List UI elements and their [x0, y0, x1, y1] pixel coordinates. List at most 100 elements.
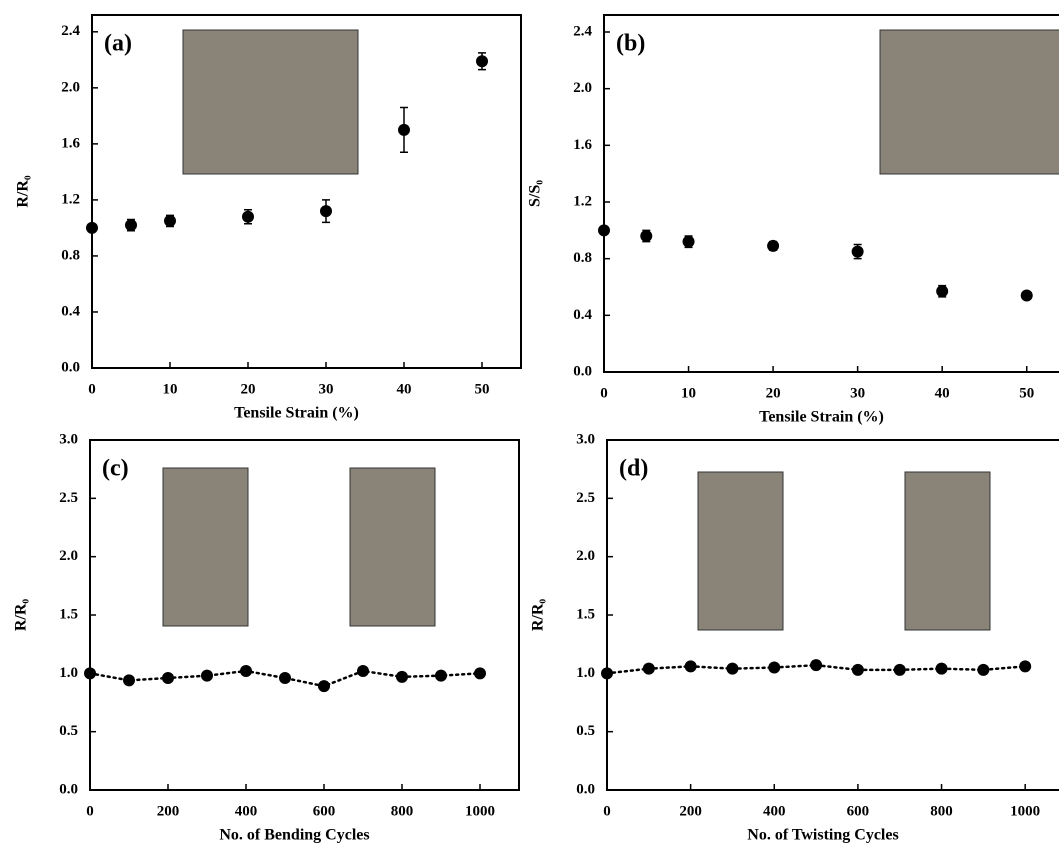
x-axis-label: No. of Twisting Cycles [747, 827, 898, 844]
data-point [640, 230, 653, 242]
x-tick-label: 10 [681, 385, 696, 401]
y-tick-label: 2.0 [61, 79, 80, 95]
data-point [893, 663, 906, 676]
data-point [164, 214, 176, 227]
y-tick-label: 0.4 [61, 303, 80, 319]
panel-label: (d) [619, 456, 648, 482]
data-point [125, 219, 137, 232]
data-point [279, 672, 291, 684]
data-point [398, 123, 410, 136]
plot-frame [603, 14, 1059, 373]
y-tick-label: 1.2 [573, 193, 592, 209]
data-point [320, 205, 332, 218]
y-tick-label: 0.0 [576, 781, 595, 797]
x-tick-label: 400 [763, 803, 786, 819]
y-tick-label: 2.5 [59, 490, 78, 506]
inset-photo [879, 29, 1059, 175]
y-tick-label: 2.0 [576, 548, 595, 564]
data-point [1020, 289, 1033, 302]
data-point [598, 224, 610, 237]
y-tick-label: 1.0 [59, 665, 78, 681]
y-tick-label: 1.6 [61, 135, 80, 151]
y-tick-label: 1.2 [61, 191, 80, 207]
y-tick-label: 0.0 [573, 363, 592, 379]
x-tick-label: 800 [391, 803, 414, 819]
x-tick-label: 200 [157, 803, 180, 819]
y-tick-label: 2.4 [573, 23, 592, 39]
panel: 0.0 0.4 0.8 1.2 1.6 2.0 2.4 0 10 20 30 40 50 Tensile … [15, 14, 522, 422]
x-tick-label: 600 [847, 803, 870, 819]
y-tick-label: 2.0 [59, 548, 78, 564]
y-axis-label: R/R₀ [15, 175, 32, 208]
data-point [84, 667, 96, 680]
x-tick-label: 0 [88, 381, 96, 397]
x-axis-label: Tensile Strain (%) [234, 405, 359, 422]
y-tick-label: 0.5 [59, 723, 78, 739]
inset-photo [182, 29, 359, 175]
data-point [682, 235, 695, 248]
inset-photo [162, 467, 249, 627]
data-point [936, 285, 949, 298]
data-point [601, 667, 613, 680]
x-tick-label: 0 [86, 803, 94, 819]
y-axis-label: R/R₀ [13, 599, 30, 632]
y-tick-label: 0.0 [61, 359, 80, 375]
x-tick-label: 30 [319, 381, 334, 397]
y-tick-label: 0.0 [59, 781, 78, 797]
trend-line [88, 669, 482, 688]
x-tick-label: 50 [1019, 385, 1034, 401]
x-tick-label: 200 [679, 803, 702, 819]
y-tick-label: 2.5 [576, 490, 595, 506]
x-tick-label: 400 [235, 803, 258, 819]
y-tick-label: 1.0 [576, 665, 595, 681]
x-tick-label: 40 [397, 381, 412, 397]
y-tick-label: 3.0 [576, 431, 595, 447]
data-point [242, 210, 254, 223]
plot-frame [89, 439, 520, 791]
x-tick-label: 50 [475, 381, 490, 397]
inset-photo [349, 467, 436, 627]
x-axis-label: No. of Bending Cycles [219, 827, 369, 844]
panel-label: (b) [616, 31, 645, 57]
data-point [123, 674, 135, 687]
y-tick-label: 1.5 [59, 606, 78, 622]
data-point [810, 659, 823, 672]
data-point [86, 221, 98, 234]
x-tick-label: 40 [935, 385, 950, 401]
panel: 0.0 0.5 1.0 1.5 2.0 2.5 3.0 0 200 400 600 800 1000 No… [530, 431, 1059, 844]
plot-frame [91, 14, 522, 369]
data-point [935, 662, 948, 675]
panel-label: (c) [102, 456, 129, 482]
x-tick-label: 0 [600, 385, 608, 401]
y-tick-label: 2.4 [61, 23, 80, 39]
y-tick-label: 0.5 [576, 723, 595, 739]
data-point [851, 663, 864, 676]
x-tick-label: 600 [313, 803, 336, 819]
data-point [357, 665, 369, 677]
data-point [1019, 660, 1032, 673]
y-tick-label: 1.6 [573, 137, 592, 153]
data-point [977, 663, 990, 676]
inset-photo [697, 471, 784, 631]
y-tick-label: 0.4 [573, 307, 592, 323]
x-tick-label: 0 [603, 803, 611, 819]
data-point [396, 670, 408, 683]
x-tick-label: 1000 [465, 803, 495, 819]
data-point [768, 661, 781, 674]
y-tick-label: 2.0 [573, 80, 592, 96]
y-axis-label: R/R₀ [530, 599, 547, 632]
data-point [474, 667, 486, 680]
data-point [642, 662, 655, 675]
data-point [851, 245, 864, 258]
panel: 0.0 0.5 1.0 1.5 2.0 2.5 3.0 0 200 400 600 800 1000 No… [13, 431, 520, 844]
x-tick-label: 30 [850, 385, 865, 401]
y-tick-label: 3.0 [59, 431, 78, 447]
y-tick-label: 1.5 [576, 606, 595, 622]
x-tick-label: 800 [930, 803, 953, 819]
x-tick-label: 1000 [1010, 803, 1040, 819]
data-point [240, 665, 252, 677]
data-point [201, 669, 213, 682]
y-tick-label: 0.8 [61, 247, 80, 263]
x-tick-label: 20 [241, 381, 256, 397]
data-point [476, 55, 488, 68]
